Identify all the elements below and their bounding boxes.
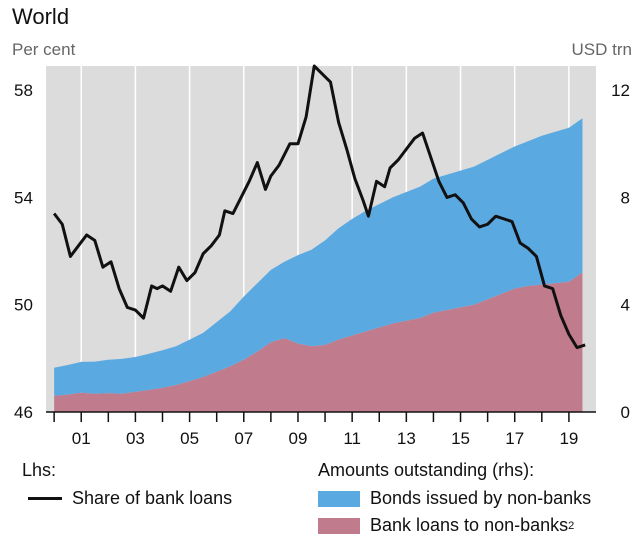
- x-tick-label-07: 07: [234, 429, 253, 448]
- legend-label-share: Share of bank loans: [72, 488, 233, 508]
- right-axis-unit: USD trn: [571, 40, 632, 59]
- legend-item-bank-loans: Bank loans to non-banks 2: [318, 515, 574, 536]
- legend-bonds-swatch: [318, 490, 360, 507]
- right-tick-label-12: 12: [611, 81, 630, 100]
- x-tick-label-09: 09: [289, 429, 308, 448]
- left-axis-ticks: 46 50 54 58: [14, 81, 33, 422]
- x-tick-label-05: 05: [180, 429, 199, 448]
- bonds-area: [54, 118, 583, 396]
- right-axis-ticks: 0 4 8 12: [611, 81, 630, 422]
- x-tick-label-01: 01: [72, 429, 91, 448]
- x-tick-label-13: 13: [397, 429, 416, 448]
- legend-line-swatch: [28, 497, 62, 500]
- legend-footnote-marker: 2: [568, 519, 575, 532]
- right-tick-label-4: 4: [621, 296, 630, 315]
- left-tick-label-50: 50: [14, 296, 33, 315]
- left-tick-label-54: 54: [14, 188, 33, 207]
- x-tick-label-15: 15: [451, 429, 470, 448]
- left-axis-unit: Per cent: [12, 40, 76, 59]
- left-tick-label-58: 58: [14, 81, 33, 100]
- chart-title: World: [12, 4, 70, 29]
- x-tick-label-11: 11: [343, 429, 361, 448]
- right-tick-label-8: 8: [621, 188, 630, 207]
- legend-bank-loans-swatch: [318, 517, 360, 534]
- legend-item-bonds: Bonds issued by non-banks: [318, 488, 591, 509]
- right-tick-label-0: 0: [621, 403, 630, 422]
- legend-lhs-heading: Lhs:: [22, 460, 57, 480]
- x-tick-label-19: 19: [559, 429, 578, 448]
- bank-loans-area: [54, 272, 583, 412]
- legend-rhs-heading: Amounts outstanding (rhs):: [318, 460, 535, 480]
- x-axis-ticks: 01 03 05 07 09 11 13 15 17 19: [53, 412, 578, 448]
- legend-label-bonds: Bonds issued by non-banks: [370, 488, 592, 508]
- legend-label-bank-loans: Bank loans to non-banks: [370, 515, 569, 535]
- x-tick-label-17: 17: [505, 429, 524, 448]
- share-of-bank-loans-line: [52, 64, 586, 350]
- legend-item-share: Share of bank loans: [28, 488, 232, 509]
- left-tick-label-46: 46: [14, 403, 33, 422]
- x-tick-label-03: 03: [126, 429, 145, 448]
